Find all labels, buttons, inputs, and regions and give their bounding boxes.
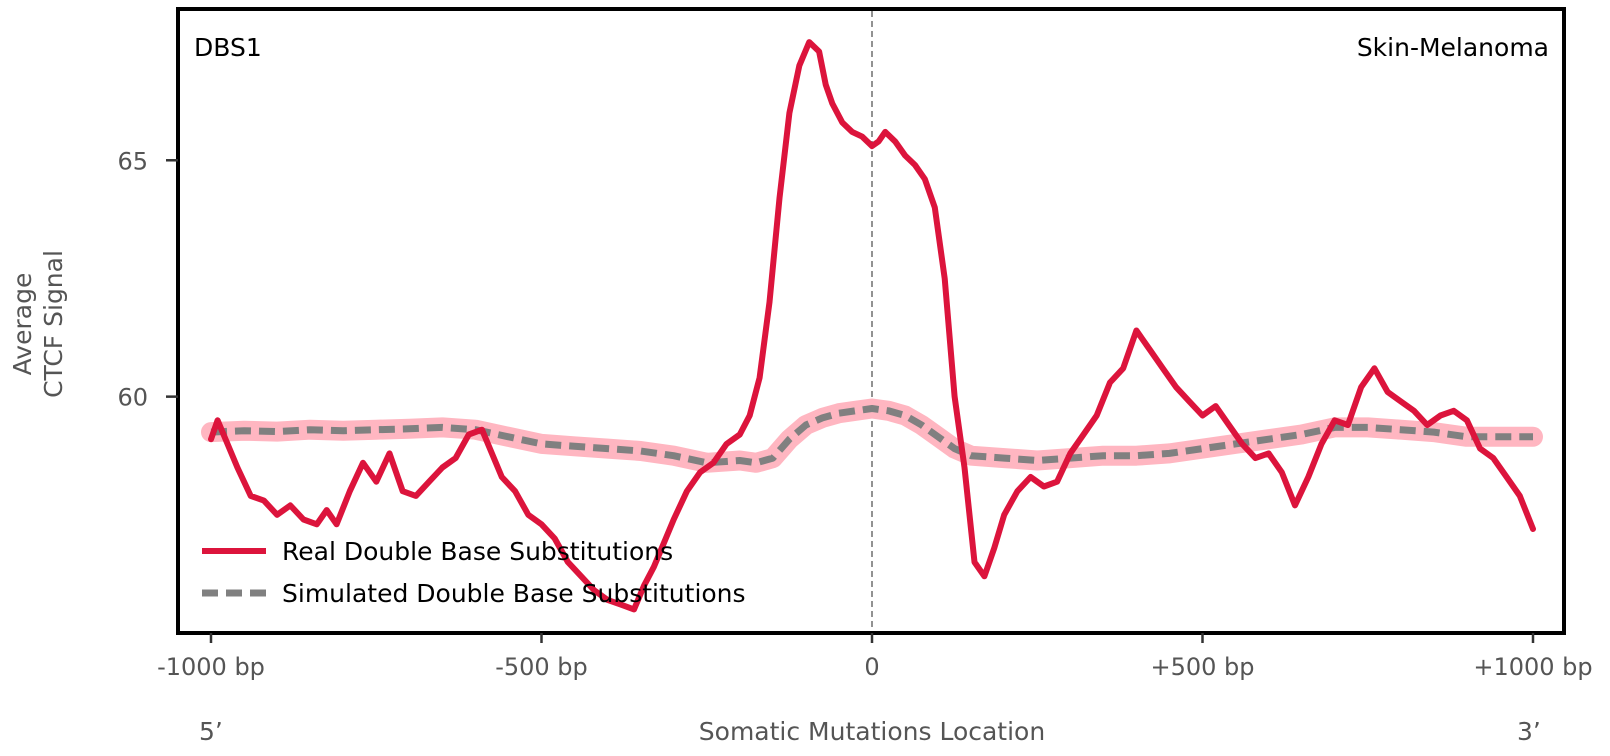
y-axis-label-line2: CTCF Signal [39,250,68,398]
x-tick-label: -500 bp [495,653,588,681]
x-tick-label: 0 [864,653,879,681]
plot-area [201,11,1543,631]
three-prime-label: 3’ [1517,717,1541,746]
simulated-series-line [210,405,1533,467]
y-tick-label: 60 [117,384,148,412]
x-axis-ticks: -1000 bp -500 bp 0 +500 bp +1000 bp [157,633,1593,681]
y-axis-ticks: 60 65 [117,147,178,412]
real-series-line [208,39,1536,613]
x-tick-label: -1000 bp [157,653,265,681]
signature-label: DBS1 [194,33,262,62]
legend: Real Double Base Substitutions Simulated… [202,537,746,608]
cancer-type-label: Skin-Melanoma [1357,33,1549,62]
legend-label-simulated: Simulated Double Base Substitutions [282,579,746,608]
y-axis-label-line1: Average [8,273,37,376]
x-axis-label: Somatic Mutations Location [699,717,1045,746]
y-tick-label: 65 [117,147,148,175]
x-tick-label: +500 bp [1150,653,1254,681]
x-tick-label: +1000 bp [1473,653,1592,681]
five-prime-label: 5’ [199,717,223,746]
legend-label-real: Real Double Base Substitutions [282,537,673,566]
